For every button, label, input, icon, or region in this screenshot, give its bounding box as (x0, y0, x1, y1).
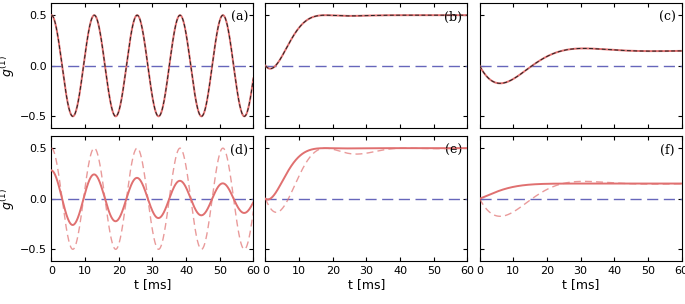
Text: (c): (c) (659, 11, 676, 24)
Y-axis label: $g^{(1)}$: $g^{(1)}$ (0, 188, 16, 210)
Text: (b): (b) (445, 11, 462, 24)
Text: (e): (e) (445, 143, 462, 157)
X-axis label: t [ms]: t [ms] (134, 278, 171, 291)
Y-axis label: $g^{(1)}$: $g^{(1)}$ (0, 55, 16, 77)
Text: (d): (d) (230, 143, 248, 157)
Text: (f): (f) (660, 143, 675, 157)
X-axis label: t [ms]: t [ms] (348, 278, 385, 291)
X-axis label: t [ms]: t [ms] (562, 278, 599, 291)
Text: (a): (a) (231, 11, 248, 24)
